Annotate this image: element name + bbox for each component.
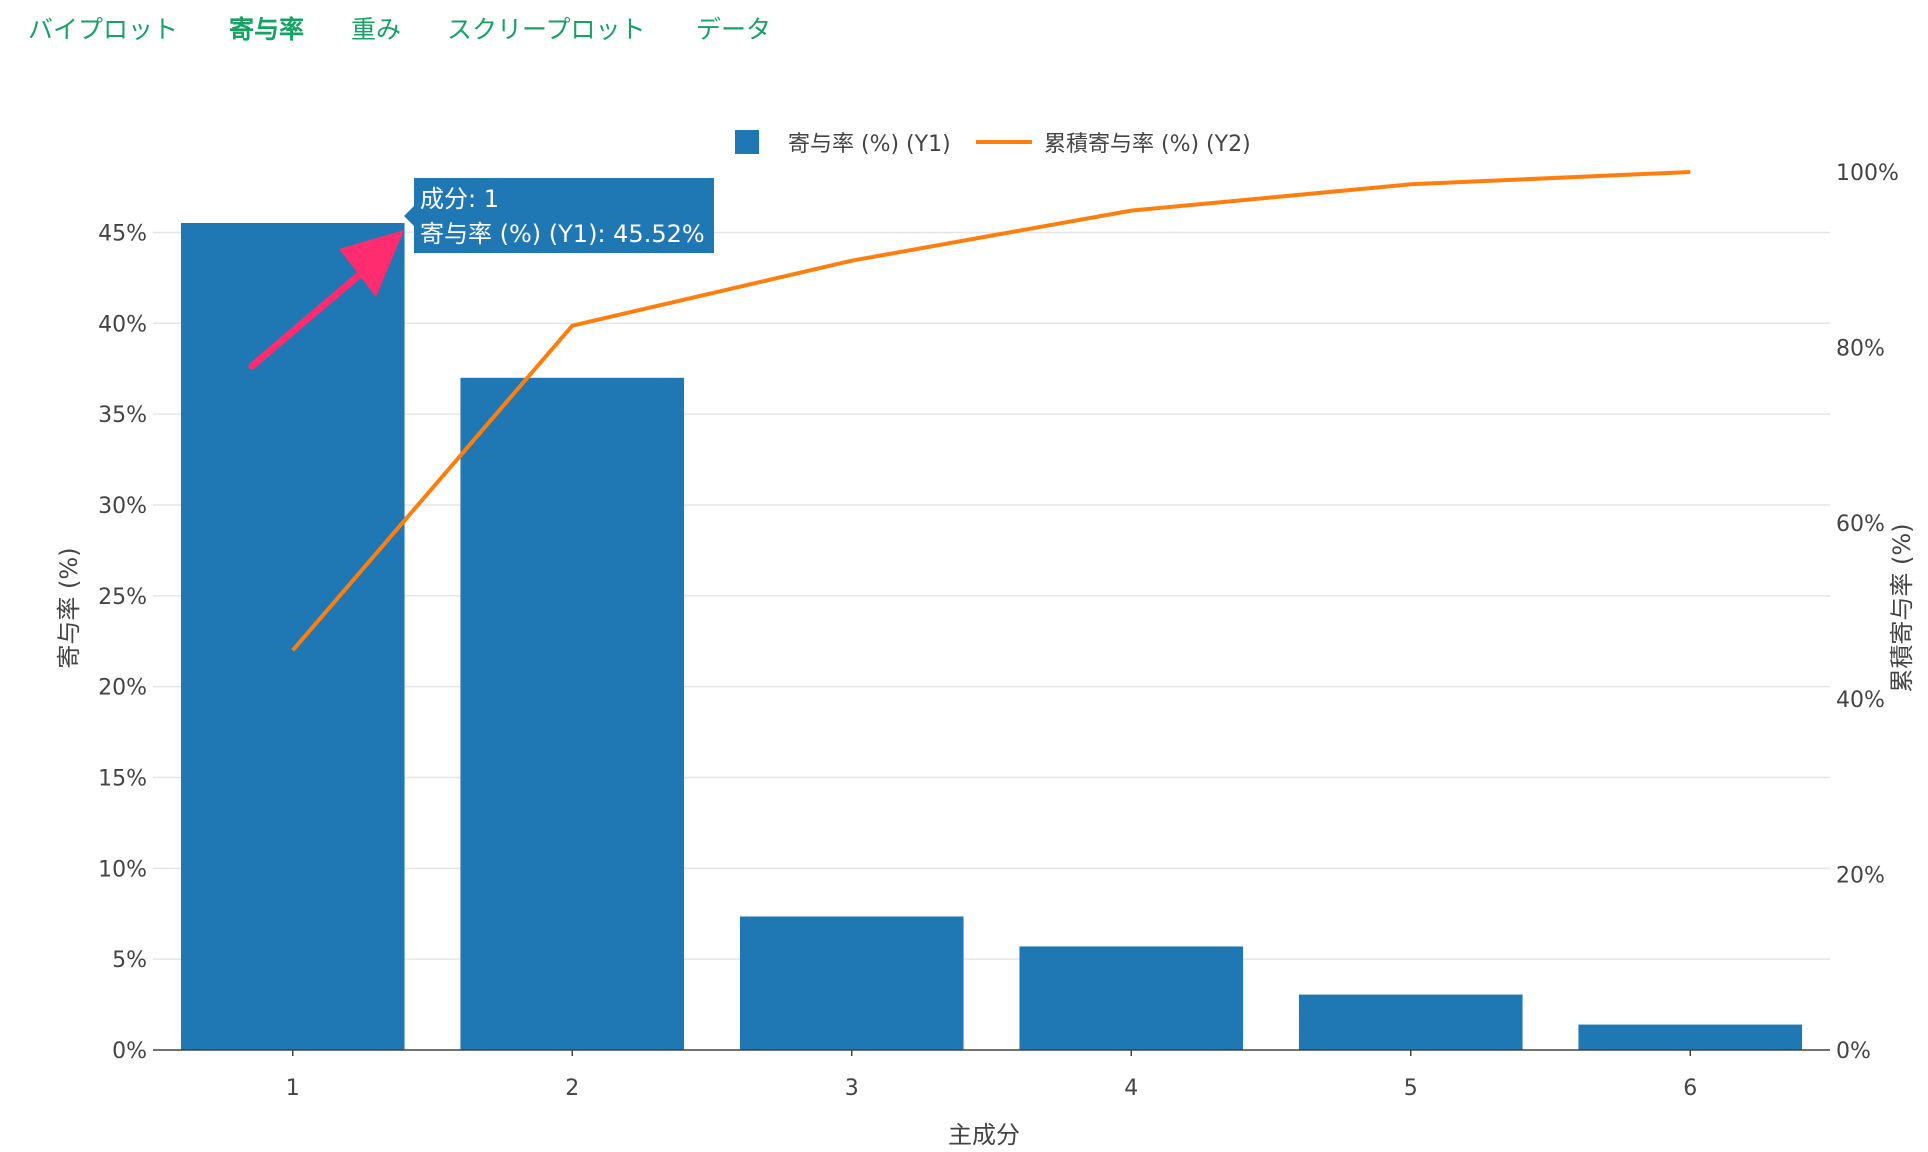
- arrow-head: [339, 230, 404, 297]
- y-tick-label: 30%: [98, 494, 147, 519]
- tooltip-box: [414, 178, 714, 253]
- x-tick-label: 5: [1404, 1076, 1418, 1101]
- y-tick-label: 5%: [112, 948, 147, 973]
- hover-tooltip: 成分: 1 寄与率 (%) (Y1): 45.52%: [404, 178, 714, 253]
- y2-tick-label: 0%: [1836, 1039, 1871, 1064]
- y-tick-label: 35%: [98, 403, 147, 428]
- x-tick-label: 4: [1124, 1076, 1138, 1101]
- bar[interactable]: [460, 377, 685, 1050]
- y2-tick-label: 100%: [1836, 161, 1899, 186]
- x-tick-label: 1: [286, 1076, 300, 1101]
- legend-bar-swatch: [735, 130, 759, 154]
- y-tick-label: 40%: [98, 312, 147, 337]
- legend-line-label: 累積寄与率 (%) (Y2): [1044, 132, 1251, 157]
- y2-tick-label: 20%: [1836, 863, 1885, 888]
- tab-weights[interactable]: 重み: [351, 15, 402, 44]
- y-tick-label: 20%: [98, 676, 147, 701]
- y-tick-label: 25%: [98, 585, 147, 610]
- bar[interactable]: [1019, 946, 1244, 1050]
- y2-tick-label: 40%: [1836, 688, 1885, 713]
- y-tick-label: 45%: [98, 221, 147, 246]
- y2-tick-label: 80%: [1836, 337, 1885, 362]
- line-series[interactable]: [291, 170, 1691, 652]
- tab-bar: バイプロット 寄与率 重み スクリープロット データ: [0, 0, 1928, 56]
- tab-data[interactable]: データ: [696, 15, 772, 44]
- bar[interactable]: [1298, 994, 1523, 1050]
- y-axis-title: 寄与率 (%): [55, 547, 83, 668]
- bar-series[interactable]: [180, 223, 1803, 1050]
- annotation-arrow: [248, 230, 404, 370]
- y2-axis-title: 累積寄与率 (%): [1888, 523, 1916, 692]
- bar[interactable]: [180, 223, 405, 1050]
- tooltip-pointer: [404, 206, 414, 226]
- tooltip-line-1: 成分: 1: [420, 185, 499, 213]
- y-tick-label: 0%: [112, 1039, 147, 1064]
- cumulative-line[interactable]: [291, 170, 1691, 652]
- tab-biplot[interactable]: バイプロット: [28, 15, 179, 44]
- axes: 0% 5% 10% 15% 20% 25% 30% 35% 40% 45% 0% 20% 40% 60% 8…: [98, 161, 1899, 1101]
- x-tick-label: 2: [565, 1076, 579, 1101]
- y2-tick-label: 60%: [1836, 512, 1885, 537]
- legend-bar-label: 寄与率 (%) (Y1): [788, 132, 951, 157]
- tooltip-line-2: 寄与率 (%) (Y1): 45.52%: [420, 220, 705, 248]
- y-tick-label: 10%: [98, 857, 147, 882]
- x-tick-label: 3: [845, 1076, 859, 1101]
- x-tick-label: 6: [1683, 1076, 1697, 1101]
- bar[interactable]: [1578, 1024, 1803, 1050]
- arrow-shaft: [248, 266, 369, 370]
- bar[interactable]: [739, 916, 964, 1050]
- y-tick-label: 15%: [98, 766, 147, 791]
- x-axis-title: 主成分: [948, 1121, 1020, 1149]
- legend[interactable]: 寄与率 (%) (Y1) 累積寄与率 (%) (Y2): [735, 130, 1251, 157]
- tab-contribution[interactable]: 寄与率: [229, 15, 305, 44]
- tab-scree-plot[interactable]: スクリープロット: [447, 15, 646, 44]
